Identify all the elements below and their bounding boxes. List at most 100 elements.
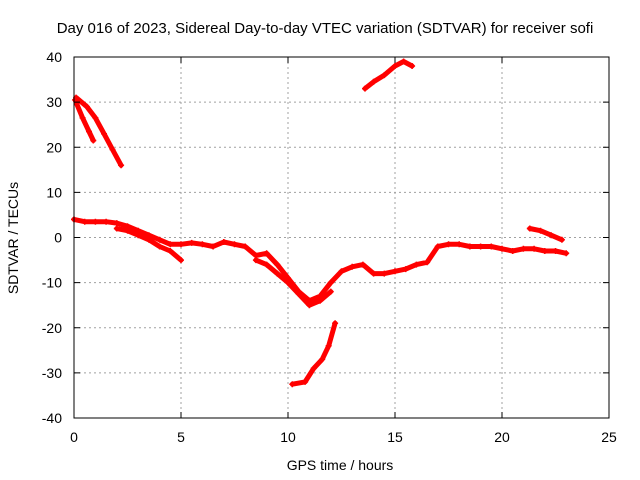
series-arc-4	[113, 225, 184, 264]
data-point	[362, 85, 368, 92]
data-point	[81, 218, 88, 225]
data-point	[252, 257, 259, 264]
y-tick-label: -30	[42, 365, 62, 381]
data-point	[306, 302, 313, 309]
data-point	[145, 236, 152, 243]
data-point	[541, 248, 548, 254]
data-point	[381, 72, 388, 79]
data-point	[317, 297, 324, 304]
series-arc-3	[71, 216, 570, 304]
data-point	[242, 243, 249, 250]
data-point	[167, 241, 174, 248]
data-point	[274, 261, 281, 268]
data-point	[563, 250, 570, 257]
data-point	[274, 270, 281, 277]
data-point	[370, 78, 377, 85]
data-point	[199, 241, 206, 248]
data-point	[392, 63, 398, 69]
series-line	[72, 97, 96, 143]
data-point	[520, 245, 527, 252]
x-axis-label: GPS time / hours	[287, 457, 394, 473]
data-point	[509, 248, 516, 254]
y-tick-label: 40	[46, 49, 62, 65]
data-point	[302, 378, 309, 385]
data-point	[135, 232, 142, 239]
data-point	[79, 114, 86, 121]
data-point	[400, 58, 407, 65]
data-point	[178, 241, 184, 248]
data-point	[548, 232, 555, 239]
data-point	[526, 225, 533, 232]
data-point	[90, 137, 97, 144]
data-point	[456, 241, 463, 248]
data-point	[113, 225, 120, 232]
data-point	[101, 130, 107, 137]
data-point	[310, 365, 317, 372]
series-layer	[71, 58, 570, 388]
data-point	[338, 268, 345, 275]
data-point	[499, 245, 505, 252]
data-point	[220, 239, 227, 245]
data-point	[188, 239, 195, 246]
data-point	[413, 261, 420, 268]
data-point	[319, 356, 326, 363]
y-tick-label: 0	[54, 230, 62, 246]
data-point	[118, 162, 125, 169]
series-line	[289, 320, 338, 387]
data-point	[349, 263, 356, 270]
series-line	[71, 216, 569, 304]
series-arc-8	[526, 225, 565, 243]
x-tick-label: 10	[280, 429, 296, 445]
y-tick-label: 20	[46, 139, 62, 155]
x-tick-label: 15	[387, 429, 403, 445]
data-point	[409, 63, 416, 69]
series-arc-2	[73, 94, 125, 169]
x-tick-label: 25	[601, 429, 617, 445]
data-point	[289, 381, 296, 388]
data-point	[178, 257, 184, 264]
data-point	[285, 279, 291, 286]
data-point	[327, 279, 334, 286]
data-point	[466, 243, 473, 250]
y-tick-label: 30	[46, 94, 62, 110]
y-axis-label: SDTVAR / TECUs	[5, 182, 21, 294]
x-tick-label: 5	[177, 429, 185, 445]
data-point	[381, 270, 388, 277]
series-arc-6	[289, 320, 339, 388]
data-point	[332, 320, 339, 327]
data-point	[103, 218, 110, 225]
y-tick-label: -10	[42, 275, 62, 291]
series-arc-7	[362, 58, 416, 92]
y-tick-label: -20	[42, 320, 62, 336]
series-line	[527, 226, 565, 243]
data-point	[488, 243, 495, 250]
data-point	[424, 259, 431, 266]
data-point	[109, 146, 116, 153]
data-point	[167, 248, 174, 254]
data-point	[263, 261, 270, 268]
data-point	[531, 245, 538, 252]
data-point	[402, 266, 409, 273]
chart-title: Day 016 of 2023, Sidereal Day-to-day VTE…	[57, 20, 594, 37]
data-point	[537, 227, 544, 234]
data-point	[156, 236, 163, 243]
x-tick-label: 0	[70, 429, 78, 445]
series-line	[73, 95, 124, 168]
data-point	[113, 220, 120, 227]
y-tick-label: -40	[42, 410, 62, 426]
data-point	[552, 248, 559, 254]
grid-layer	[74, 57, 609, 418]
data-point	[295, 290, 302, 297]
data-point	[558, 236, 565, 243]
data-point	[327, 288, 334, 295]
data-point	[445, 241, 452, 248]
series-arc-1	[72, 96, 97, 144]
data-point	[83, 103, 90, 110]
data-point	[477, 243, 484, 250]
data-point	[392, 268, 398, 275]
data-point	[370, 270, 377, 277]
data-point	[92, 218, 99, 225]
x-tick-label: 20	[494, 429, 510, 445]
tick-layer: 0 5 10 15 20 25 -40 -30 -20 -10 0 10 20 30 40	[42, 49, 617, 445]
